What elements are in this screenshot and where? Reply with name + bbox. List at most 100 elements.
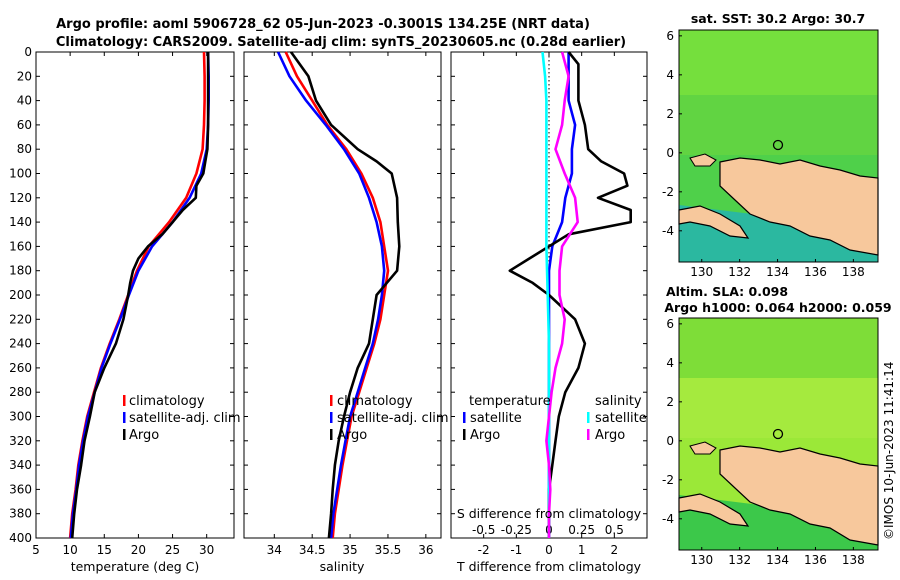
legend-t-argo-label: Argo [470,428,500,443]
map-y-tick-label: -4 [662,224,674,238]
y-tick-label: 60 [17,118,32,132]
sla-map-land-island [689,441,717,455]
x-tick-label: 34.5 [299,543,326,557]
y-tick-label: 180 [9,264,32,278]
figure-title-line1: Argo profile: aoml 5906728_62 05-Jun-202… [56,17,590,32]
x-tick-label: -1 [510,543,522,557]
legend-t-satellite-label: satellite [470,411,522,426]
x-tick-label: 25 [165,543,180,557]
x-tick-label: 35.5 [375,543,402,557]
legend-argo-label: Argo [337,428,367,443]
sla-map-float-location-marker [772,428,784,440]
y-tick-label: 340 [9,458,32,472]
legend-s-argo-label: Argo [595,428,625,443]
map-y-tick-label: -2 [662,185,674,199]
sst-map-land-bird-head [678,205,750,239]
y-tick-label: 160 [9,239,32,253]
x-tick-label: 0 [545,543,553,557]
x-tick-label: 35 [342,543,357,557]
legend-satellite-label: satellite-adj. clim [129,411,241,426]
y-tick-label: 380 [9,507,32,521]
map-x-tick-label: 132 [728,265,751,279]
map-x-tick-label: 130 [690,553,713,567]
s-difference-tick-label: 0.5 [605,523,624,537]
sla-map-frame [678,317,879,551]
map-x-tick-label: 134 [766,265,789,279]
y-tick-label: 40 [17,94,32,108]
legend-temperature-heading: temperature [469,394,551,409]
x-tick-label: 36 [418,543,433,557]
legend-t-argo-swatch [463,429,466,440]
series-line-climatology [284,51,390,539]
x-tick-label: 5 [32,543,40,557]
x-tick-label: 10 [62,543,77,557]
sst-map-title: sat. SST: 30.2 Argo: 30.7 [691,11,865,26]
imos-timestamp: ©IMOS 10-Jun-2023 11:41:14 [882,362,896,540]
s-difference-tick-label: 0.25 [568,523,595,537]
x-tick-label: 2 [611,543,619,557]
salinity-xlabel: salinity [320,559,365,574]
x-tick-label: 30 [199,543,214,557]
map-x-tick-label: 138 [842,265,865,279]
map-y-tick-label: 6 [666,317,674,331]
legend-argo-swatch [123,429,126,440]
legend-satellite-swatch [123,412,126,423]
sst-map-mid-band [679,95,878,155]
difference-legend: temperature satellite Argo salinity sate… [463,394,647,443]
series-line-satellite-adj-clim [69,51,210,539]
x-tick-label: 1 [578,543,586,557]
sla-map-title-line2: Argo h1000: 0.064 h2000: 0.059 [664,300,891,315]
y-tick-label: 260 [9,361,32,375]
map-x-tick-label: 132 [728,553,751,567]
legend-argo-swatch [330,429,333,440]
legend-argo-label: Argo [129,428,159,443]
x-tick-label: 20 [131,543,146,557]
map-y-tick-label: -2 [662,473,674,487]
temperature-legend: climatology satellite-adj. clim Argo [123,394,241,443]
salinity-legend: climatology satellite-adj. clim Argo [330,394,449,443]
y-tick-label: 20 [17,69,32,83]
series-line-satellite-adj-clim [276,51,386,539]
sst-map-warm-band [679,30,878,95]
y-tick-label: 80 [17,142,32,156]
map-y-tick-label: -4 [662,512,674,526]
y-tick-label: 120 [9,191,32,205]
y-tick-label: 280 [9,385,32,399]
y-tick-label: 140 [9,215,32,229]
legend-climatology-swatch [123,395,126,406]
temperature-difference-xlabel: T difference from climatology [456,559,642,574]
y-tick-label: 400 [9,531,32,545]
map-y-tick-label: 2 [666,395,674,409]
legend-satellite-swatch [330,412,333,423]
legend-s-satellite-label: satellite [595,411,647,426]
legend-s-satellite-swatch [587,412,590,423]
sst-map-frame [678,29,879,263]
sla-map-title-line1: Altim. SLA: 0.098 [666,284,788,299]
map-x-tick-label: 138 [842,553,865,567]
y-tick-label: 200 [9,288,32,302]
map-y-tick-label: 2 [666,107,674,121]
s-difference-tick-label: -0.5 [472,523,495,537]
series-line-salinity-argo [545,51,580,538]
y-tick-label: 320 [9,434,32,448]
map-y-tick-label: 0 [666,146,674,160]
series-line-argo [289,51,401,539]
map-y-tick-label: 4 [666,356,674,370]
map-y-tick-label: 6 [666,29,674,43]
y-tick-label: 100 [9,167,32,181]
figure-title-line2: Climatology: CARS2009. Satellite-adj cli… [56,35,626,50]
legend-climatology-label: climatology [337,394,413,409]
salinity-difference-xlabel: S difference from climatology [457,506,642,521]
legend-t-satellite-swatch [463,412,466,423]
map-y-tick-label: 4 [666,68,674,82]
y-tick-label: 300 [9,410,32,424]
series-line-temperature-argo [508,51,633,538]
sla-map-upper-band [679,318,878,378]
s-difference-tick-label: -0.25 [501,523,532,537]
temperature-xlabel: temperature (deg C) [71,559,200,574]
series-line-argo [70,52,210,539]
sla-map [678,317,879,551]
x-tick-label: -2 [478,543,490,557]
